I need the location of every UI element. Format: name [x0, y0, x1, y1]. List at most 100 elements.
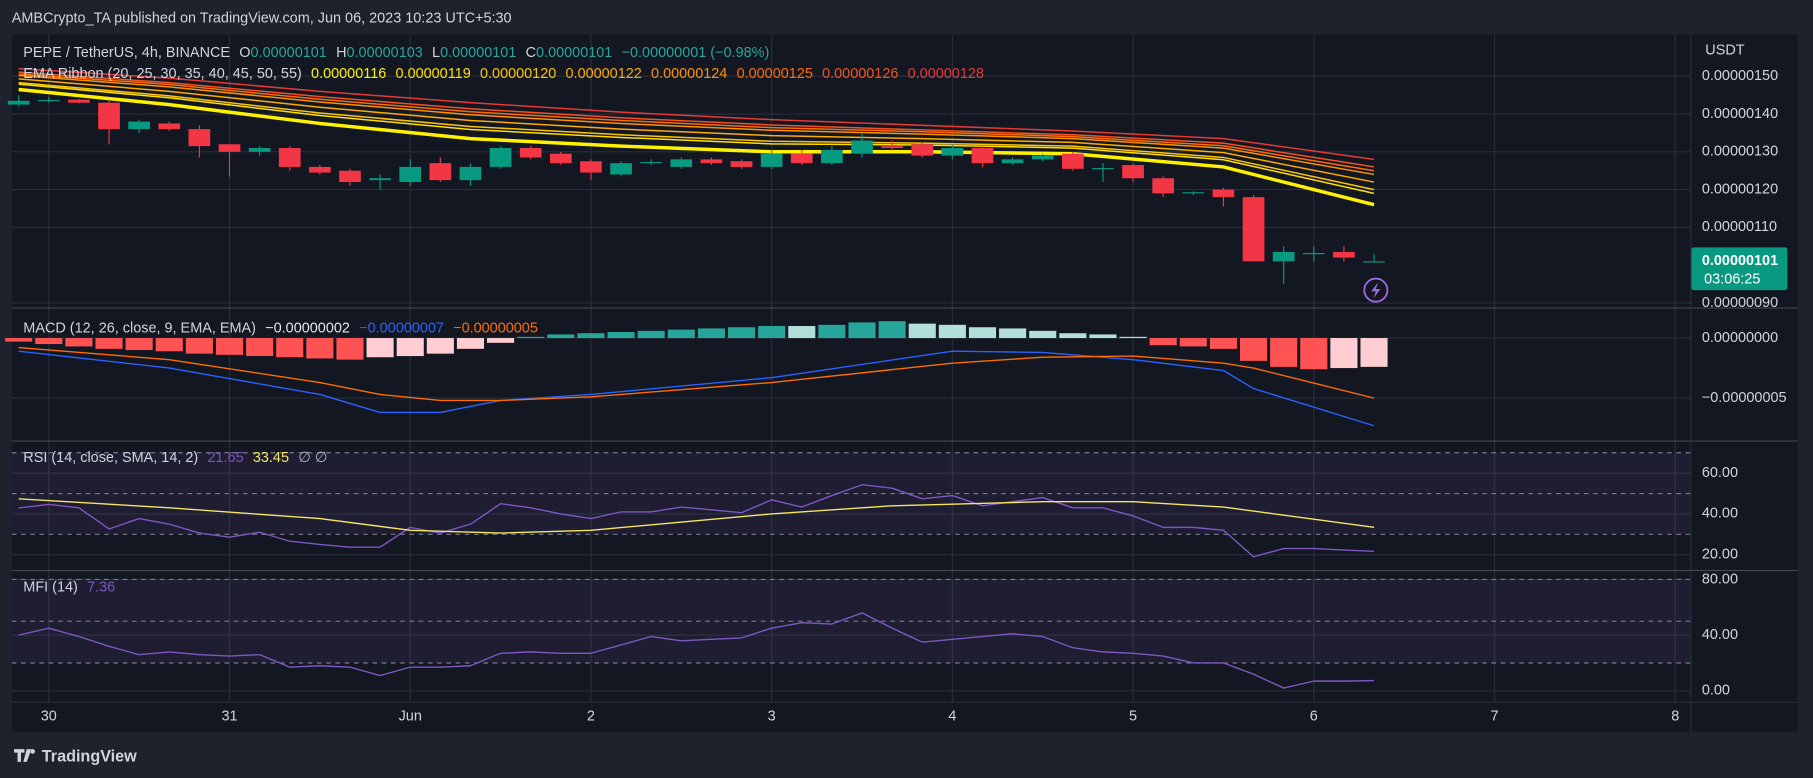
histogram-bar	[487, 338, 515, 343]
x-tick-label: 30	[41, 709, 57, 725]
histogram-bar	[908, 323, 936, 339]
series-line	[18, 73, 1375, 172]
y-tick-label: 60.00	[1702, 465, 1738, 481]
histogram-bar	[607, 332, 635, 339]
y-tick-label: 0.00000130	[1702, 144, 1778, 160]
candle-body	[1031, 155, 1054, 160]
histogram-bar	[1119, 336, 1147, 339]
legend-item: −0.00000007	[359, 320, 444, 336]
histogram-bar	[1179, 338, 1207, 347]
brand: TradingView	[42, 747, 137, 765]
candle-body	[580, 161, 602, 173]
histogram-bar	[878, 321, 906, 339]
histogram-bar	[727, 327, 756, 339]
candle-body	[971, 148, 994, 164]
candle-body	[730, 161, 753, 167]
legend-item: 0.00000125	[737, 66, 813, 82]
series-line	[18, 350, 1375, 427]
candle-body	[68, 99, 90, 103]
y-tick-label: 0.00000120	[1702, 181, 1778, 197]
alert-bolt	[1371, 282, 1381, 299]
histogram-bar	[637, 330, 665, 339]
candle-body	[429, 163, 452, 181]
legend: RSI (14, close, SMA, 14, 2) 21.65 33.45 ∅ ∅	[23, 450, 327, 466]
histogram-bar	[125, 338, 153, 351]
legend-item: MACD (12, 26, close, 9, EMA, EMA)	[23, 320, 256, 336]
candle-body	[188, 129, 211, 147]
candle-body	[158, 123, 181, 130]
price-label-box	[1691, 247, 1788, 291]
histogram-bar	[1029, 330, 1057, 339]
candle-body	[519, 148, 542, 158]
histogram-bar	[336, 338, 364, 360]
candle-body	[128, 121, 150, 130]
histogram-bar	[306, 338, 334, 359]
legend-item: H	[336, 45, 346, 61]
candle-body	[1182, 192, 1205, 194]
candle-body	[670, 159, 693, 167]
countdown: 03:06:25	[1704, 272, 1760, 288]
legend-item: 7.36	[87, 579, 115, 595]
series-line	[18, 78, 1375, 183]
candle-body	[640, 162, 663, 164]
legend-item: L	[432, 45, 440, 61]
histogram-bar	[517, 336, 545, 339]
histogram-bar	[95, 338, 123, 349]
legend-item: PEPE / TetherUS, 4h, BINANCE	[23, 45, 230, 61]
series-line	[18, 346, 1375, 402]
candle-body	[851, 140, 873, 154]
legend-item: 0.00000128	[908, 66, 984, 82]
x-tick-label: 2	[587, 709, 595, 725]
candle-body	[1122, 165, 1144, 179]
histogram-bar	[396, 338, 424, 357]
y-tick-label: 20.00	[1702, 547, 1738, 563]
candle-body	[1272, 251, 1295, 262]
legend: MACD (12, 26, close, 9, EMA, EMA) −0.0000…	[23, 320, 538, 336]
layer: 30 31 Jun 2 3 4 5 6 7 8 0.00000150 0.00000140 0.0000…	[5, 34, 1798, 725]
legend-item: −0.00000001 (−0.98%)	[622, 45, 770, 61]
alert-icon[interactable]	[1363, 277, 1389, 303]
histogram-bar	[366, 338, 394, 358]
histogram-bar	[456, 338, 485, 349]
candle-body	[489, 148, 512, 167]
candle-body	[1212, 189, 1235, 198]
histogram-bar	[968, 327, 997, 339]
x-tick-label: 8	[1671, 709, 1679, 725]
y-tick-label: 0.00000150	[1702, 68, 1778, 84]
y-tick-label: 0.00000090	[1702, 295, 1778, 311]
candle-body	[1061, 153, 1084, 169]
series-line	[18, 87, 1375, 207]
candle-body	[309, 166, 331, 173]
histogram-bar	[426, 338, 454, 354]
legend-item: C	[526, 45, 536, 61]
y-tick-label: −0.00000005	[1702, 390, 1787, 406]
brand-logo	[14, 749, 35, 762]
legend-item: EMA Ribbon (20, 25, 30, 35, 40, 45, 50, …	[23, 66, 302, 82]
y-tick-label: 0.00000110	[1702, 219, 1777, 235]
candle-body	[1001, 159, 1024, 164]
candle-body	[1242, 197, 1265, 262]
histogram-bar	[1330, 338, 1358, 369]
series-line	[18, 498, 1375, 534]
legend-item: 0.00000101	[440, 45, 516, 61]
price-label: 0.00000101	[1702, 253, 1778, 269]
y-tick-label: 40.00	[1702, 506, 1738, 522]
legend: MFI (14) 7.36	[23, 579, 115, 595]
candle-body	[218, 144, 241, 152]
x-tick-label: Jun	[399, 709, 422, 725]
currency: USDT	[1705, 43, 1744, 59]
candle-body	[911, 144, 934, 156]
histogram-bar	[1089, 334, 1117, 339]
series-line	[18, 484, 1375, 558]
legend-item: −0.00000002	[265, 320, 350, 336]
candle-body	[610, 163, 632, 175]
legend-item: 0.00000122	[566, 66, 642, 82]
x-tick-label: 7	[1490, 709, 1498, 725]
candle-body	[399, 166, 422, 183]
legend-item: 0.00000116	[311, 66, 386, 82]
legend-item: 21.65	[207, 450, 243, 466]
candle-body	[881, 146, 903, 149]
histogram-bar	[788, 326, 816, 339]
legend-item: −0.00000005	[453, 320, 538, 336]
legend-item: MFI (14)	[23, 579, 78, 595]
